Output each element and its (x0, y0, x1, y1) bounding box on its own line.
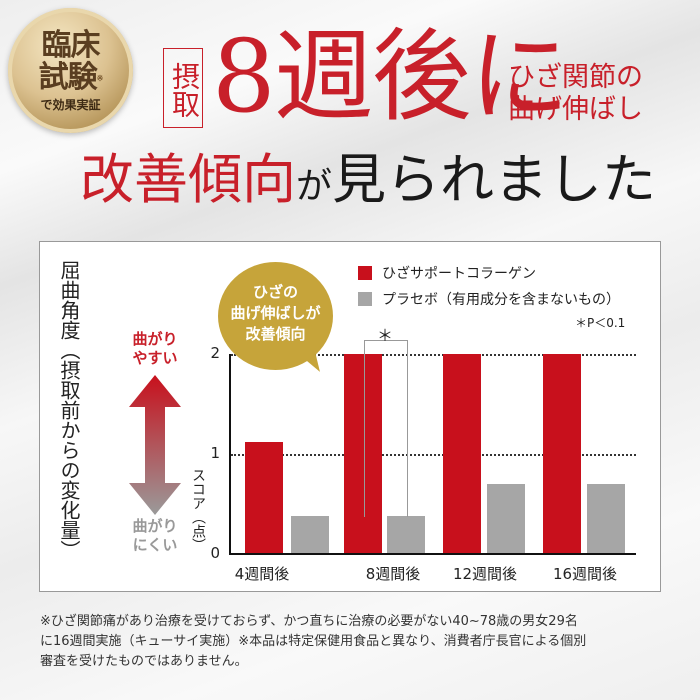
legend-swatch-red (358, 266, 372, 280)
bar-collagen-16w (543, 354, 581, 553)
footnote-line2: に16週間実施（キューサイ実施）※本品は特定保健用食品と異なり、消費者庁長官によ… (40, 634, 587, 649)
y-tick-2: 2 (210, 344, 220, 362)
bar-collagen-4w (245, 442, 283, 553)
footnote: ※ひざ関節痛があり治療を受けておらず、かつ直ちに治療の必要がない40~78歳の男… (40, 612, 665, 672)
legend-swatch-gray (358, 292, 372, 306)
bar-collagen-8w (344, 354, 382, 553)
gridline-2 (231, 354, 636, 356)
y-axis (229, 354, 231, 554)
plot-area (231, 300, 636, 553)
p-value-note: ＊P＜0.1 (575, 316, 626, 330)
callout-bubble: ひざの 曲げ伸ばしが 改善傾向 (218, 262, 333, 370)
bar-collagen-12w (443, 354, 481, 553)
bar-placebo-16w (587, 484, 625, 553)
y-tick-1: 1 (210, 444, 220, 462)
medal-note-mark: ※ (96, 73, 104, 83)
score-label: スコア（点） (190, 468, 206, 552)
legend-item-placebo: プラセボ（有用成分を含まないもの） (358, 289, 620, 309)
y-axis-title: 屈曲角度（摂取前からの変化量） (57, 260, 81, 560)
x-label-12w: 12週間後 (452, 565, 518, 583)
intake-box: 摂取 (163, 48, 203, 128)
footnote-line3: 審査を受けたものではありません。 (40, 654, 248, 669)
bar-placebo-12w (487, 484, 525, 553)
x-label-8w: 8週間後 (365, 565, 421, 583)
bar-placebo-4w (291, 516, 329, 553)
subheadline: 改善傾向が見られました (80, 145, 656, 222)
y-tick-0: 0 (210, 544, 220, 562)
gridline-1 (231, 454, 636, 456)
easy-bend-label: 曲がり やすい (132, 330, 178, 367)
headline-small: ひざ関節の 曲げ伸ばし (508, 62, 643, 126)
headline-small-line2: 曲げ伸ばし (508, 94, 643, 125)
headline-small-line1: ひざ関節の (508, 62, 643, 93)
significance-bracket (364, 340, 408, 517)
subheadline-rest: 見られました (332, 148, 657, 211)
bar-placebo-8w (387, 516, 425, 553)
medal-sub: で効果実証 (40, 98, 101, 112)
clinical-trial-medal: 臨床 試験※ で効果実証 (8, 8, 133, 133)
medal-line1: 臨床 (41, 28, 101, 63)
hard-bend-label: 曲がり にくい (132, 517, 178, 554)
headline-big: 8週後に (212, 18, 570, 135)
significance-mark: ＊ (377, 326, 394, 345)
footnote-line1: ※ひざ関節痛があり治療を受けておらず、かつ直ちに治療の必要がない40~78歳の男… (40, 614, 578, 629)
x-axis (229, 553, 636, 555)
subheadline-particle: が (296, 166, 333, 207)
legend-item-collagen: ひざサポートコラーゲン (358, 263, 536, 283)
x-label-16w: 16週間後 (552, 565, 618, 583)
double-arrow-icon (129, 375, 181, 515)
x-label-4w: 4週間後 (234, 565, 290, 583)
medal-line2: 試験※ (38, 60, 104, 95)
subheadline-red: 改善傾向 (80, 148, 296, 211)
